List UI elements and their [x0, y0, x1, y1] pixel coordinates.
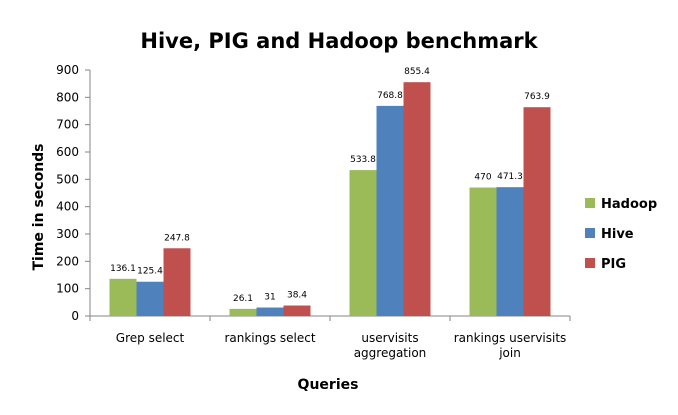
x-axis-title: Queries: [298, 377, 359, 393]
y-tick-label: 400: [56, 200, 79, 214]
bar-hive: [376, 105, 404, 317]
bar-hadoop: [109, 278, 137, 316]
y-tick-label: 200: [56, 254, 79, 268]
bar-pig: [403, 82, 431, 316]
data-label: 533.8: [350, 155, 376, 165]
y-tick-label: 100: [56, 282, 79, 296]
bar-pig: [163, 248, 191, 316]
data-label: 763.9: [524, 92, 550, 102]
y-tick-label: 900: [56, 63, 79, 77]
data-label: 31: [264, 293, 275, 303]
bar-hive: [136, 281, 164, 316]
category-label: rankings select: [224, 331, 315, 345]
y-tick-label: 300: [56, 227, 79, 241]
bar-hadoop: [229, 308, 257, 316]
data-label: 26.1: [233, 294, 253, 304]
data-label: 470: [474, 173, 491, 183]
category-label: Grep select: [116, 331, 185, 345]
bar-hive: [256, 307, 284, 316]
y-tick-label: 600: [56, 145, 79, 159]
data-label: 471.3: [497, 172, 523, 182]
data-label: 247.8: [164, 233, 190, 243]
legend-swatch-pig: [585, 258, 595, 268]
bar-hadoop: [469, 187, 497, 316]
category-label: join: [498, 346, 521, 360]
y-tick-label: 500: [56, 172, 79, 186]
y-tick-label: 700: [56, 118, 79, 132]
data-label: 38.4: [287, 291, 307, 301]
legend-swatch-hadoop: [585, 198, 595, 208]
bar-pig: [283, 305, 311, 316]
legend: Hadoop Hive PIG: [585, 197, 657, 272]
legend-label-hadoop: Hadoop: [601, 197, 657, 212]
bar-hive: [496, 187, 524, 316]
y-axis-title: Time in seconds: [31, 143, 47, 270]
category-label: uservisits: [361, 331, 418, 345]
legend-swatch-hive: [585, 228, 595, 238]
data-label: 136.1: [110, 264, 136, 274]
data-label: 125.4: [137, 267, 163, 277]
legend-label-pig: PIG: [601, 257, 626, 272]
data-label: 855.4: [404, 67, 430, 77]
data-label: 768.8: [377, 91, 403, 101]
category-label: aggregation: [354, 346, 427, 360]
y-tick-label: 0: [71, 309, 79, 323]
y-tick-label: 800: [56, 90, 79, 104]
bar-pig: [523, 107, 551, 316]
legend-label-hive: Hive: [601, 227, 634, 242]
bar-hadoop: [349, 170, 377, 316]
plot-area: 0 100 200 300 400 500 600 700 800 900 136.1 125.4 24…: [56, 63, 571, 360]
chart-title: Hive, PIG and Hadoop benchmark: [140, 29, 538, 53]
category-label: rankings uservisits: [454, 331, 567, 345]
